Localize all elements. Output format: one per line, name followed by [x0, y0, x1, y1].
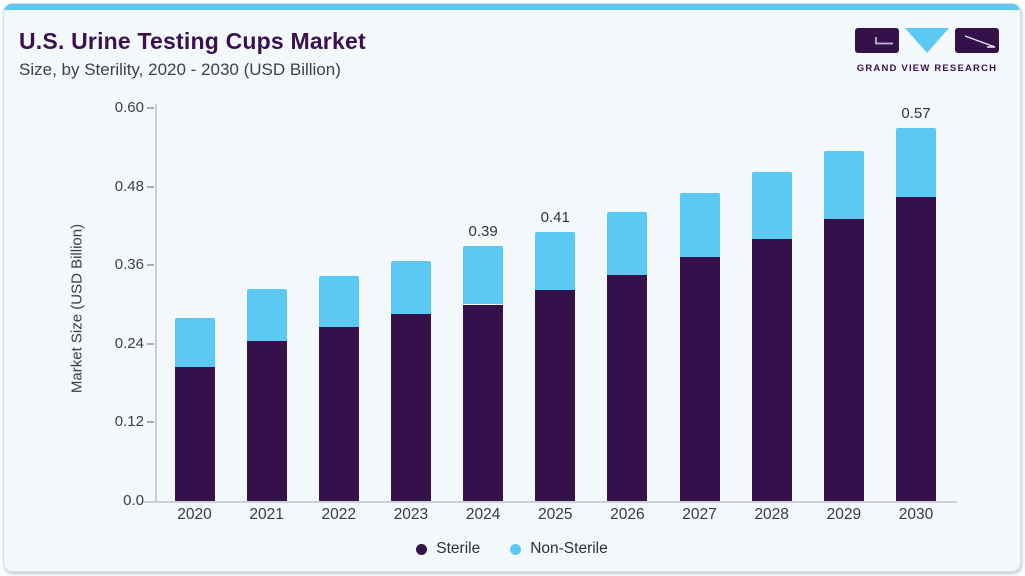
y-tick-label: 0.12	[114, 413, 144, 431]
y-tick-label: 0.0	[123, 492, 144, 509]
bar-segment-sterile	[390, 314, 431, 501]
y-tick-mark	[147, 421, 154, 424]
bar-segment-non-sterile	[174, 317, 215, 367]
y-tick-label: 0.36	[114, 256, 144, 274]
bar-segment-sterile	[751, 239, 792, 501]
page-subtitle: Size, by Sterility, 2020 - 2030 (USD Bil…	[19, 60, 341, 79]
y-tick-label: 0.24	[114, 334, 144, 352]
legend-item-sterile: Sterile	[416, 540, 480, 558]
logo-g-mark	[855, 28, 899, 53]
bar-segment-sterile	[318, 327, 359, 501]
bar-segment-non-sterile	[607, 212, 648, 276]
stacked-bar-chart: Market Size (USD Billion) 0.0 0.12 0.24 0.3…	[4, 4, 1020, 571]
bar-segment-sterile	[246, 340, 287, 501]
x-tick-label: 2027	[682, 506, 717, 523]
y-tick-mark	[147, 264, 154, 267]
legend-label: Non-Sterile	[530, 540, 608, 557]
x-axis-line	[142, 501, 957, 503]
bar-segment-non-sterile	[679, 193, 720, 258]
bar-segment-sterile	[607, 275, 648, 501]
x-tick-label: 2028	[754, 506, 789, 523]
bar-segment-non-sterile	[246, 289, 287, 341]
bar-segment-sterile	[463, 304, 504, 501]
x-tick-label: 2023	[393, 506, 429, 523]
x-tick-label: 2024	[465, 506, 501, 523]
x-tick-label: 2020	[177, 506, 212, 523]
x-tick-label: 2029	[826, 506, 862, 523]
x-tick-label: 2021	[249, 506, 284, 523]
y-axis-title: Market Size (USD Billion)	[68, 223, 86, 394]
bar-segment-non-sterile	[318, 276, 359, 328]
page-title: U.S. Urine Testing Cups Market	[19, 28, 366, 54]
y-tick-mark	[147, 342, 154, 345]
x-tick-label: 2022	[321, 506, 357, 523]
y-axis-line	[155, 104, 157, 501]
legend-item-non-sterile: Non-Sterile	[510, 540, 608, 558]
bar-segment-sterile	[896, 197, 936, 501]
non-sterile-dot-icon	[510, 543, 522, 555]
bar-value-label: 0.57	[901, 104, 931, 122]
logo-text: GRAND VIEW RESEARCH	[856, 63, 998, 74]
chart-legend: Sterile Non-Sterile	[4, 540, 1020, 558]
x-tick-label: 2025	[538, 506, 573, 523]
bar-segment-non-sterile	[390, 260, 431, 315]
gvr-logo-marks	[855, 28, 999, 53]
bar-segment-non-sterile	[823, 150, 864, 220]
bar-value-label: 0.41	[540, 209, 570, 227]
logo-g-line	[875, 37, 893, 45]
report-card: U.S. Urine Testing Cups Market Size, by …	[3, 3, 1021, 572]
bar-value-label: 0.39	[468, 222, 498, 240]
logo-r-line	[964, 35, 996, 48]
x-tick-label: 2030	[898, 506, 934, 523]
y-tick-mark	[147, 107, 154, 109]
top-accent-strip	[4, 4, 1020, 10]
y-tick-mark	[147, 185, 154, 188]
y-tick-label: 0.48	[114, 177, 144, 195]
bar-segment-sterile	[679, 257, 720, 501]
bar-segment-non-sterile	[463, 245, 504, 305]
y-tick-label: 0.60	[114, 99, 144, 116]
legend-label: Sterile	[436, 540, 481, 557]
sterile-dot-icon	[416, 543, 428, 555]
bar-segment-sterile	[535, 290, 576, 501]
bar-segment-sterile	[174, 366, 215, 501]
bar-segment-non-sterile	[751, 172, 792, 239]
logo-v-mark	[905, 28, 949, 53]
gvr-logo: GRAND VIEW RESEARCH	[854, 26, 1000, 74]
bar-segment-non-sterile	[535, 232, 576, 291]
bar-segment-non-sterile	[896, 127, 936, 198]
bar-segment-sterile	[823, 219, 864, 501]
x-tick-label: 2026	[610, 506, 645, 523]
